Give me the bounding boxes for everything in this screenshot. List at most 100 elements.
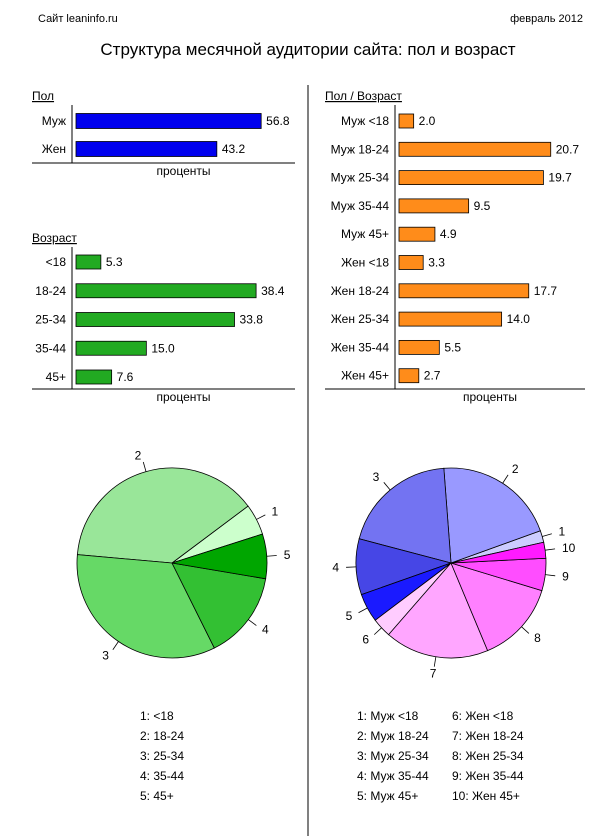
bar-sexage <box>398 141 552 157</box>
category-label-sexage: Муж 18-24 <box>331 142 390 156</box>
pie-leader-pie_age <box>256 514 266 520</box>
date-label: февраль 2012 <box>510 13 583 25</box>
bar-sexage <box>398 170 544 186</box>
pie-slice-label-pie_sexage: 1 <box>559 525 566 539</box>
category-label-sexage: Жен <18 <box>341 256 389 270</box>
site-label: Сайт leaninfo.ru <box>38 13 118 25</box>
value-label-age: 7.6 <box>117 370 134 384</box>
x-axis-label-sexage: проценты <box>463 390 517 404</box>
pie-leader-pie_age <box>112 641 119 650</box>
pie-slice-label-pie_sexage: 2 <box>512 462 519 476</box>
category-label-sexage: Жен 45+ <box>341 369 389 383</box>
legend-entry-pie_sexage: 8: Жен 25-34 <box>452 749 524 763</box>
value-label-sexage: 2.7 <box>424 369 441 383</box>
bar-sexage <box>398 339 440 355</box>
pie-slice-pie_age <box>76 554 215 659</box>
bar-age <box>75 312 235 327</box>
bar-age <box>75 254 102 270</box>
pie-slice-label-pie_sexage: 9 <box>562 570 569 584</box>
x-axis-label-sex: проценты <box>156 164 210 178</box>
value-label-sexage: 17.7 <box>534 284 558 298</box>
value-label-sex: 43.2 <box>222 142 246 156</box>
bar-chart-sexage: Пол / Возраст проценты Муж <18 2.0 Муж 18-24… <box>325 89 585 404</box>
legend-entry-pie_sexage: 9: Жен 35-44 <box>452 769 524 783</box>
bar-age <box>75 340 147 356</box>
legend-entry-pie_sexage: 4: Муж 35-44 <box>357 769 429 783</box>
legend-entry-pie_sexage: 2: Муж 18-24 <box>357 729 429 743</box>
pie-slice-label-pie_age: 5 <box>284 548 291 562</box>
pie-leader-pie_age <box>142 461 147 472</box>
category-label-sexage: Жен 25-34 <box>331 312 390 326</box>
value-label-sexage: 14.0 <box>507 312 531 326</box>
value-label-age: 38.4 <box>261 284 285 298</box>
category-label-age: 25-34 <box>35 313 66 327</box>
category-label-sexage: Жен 18-24 <box>331 284 390 298</box>
category-label-age: <18 <box>46 255 67 269</box>
category-label-sexage: Муж 35-44 <box>331 199 390 213</box>
pie-leader-pie_age <box>266 555 277 557</box>
bar-sexage <box>398 283 530 299</box>
pie-leader-pie_sexage <box>502 474 509 484</box>
bar-age <box>75 369 113 385</box>
bar-sexage <box>398 311 503 327</box>
pie-slice-pie_sexage <box>450 541 547 564</box>
pie-slice-label-pie_sexage: 8 <box>534 631 541 645</box>
legend-entry-pie_sexage: 1: Муж <18 <box>357 709 419 723</box>
pie-leader-pie_sexage <box>542 533 552 537</box>
legend-entry-pie_age: 3: 25-34 <box>140 749 184 763</box>
pie-leader-pie_sexage <box>545 548 556 551</box>
bar-sexage <box>398 198 470 214</box>
category-label-sexage: Жен 35-44 <box>331 340 390 354</box>
pie-slice-label-pie_sexage: 10 <box>562 541 576 555</box>
legend-entry-pie_age: 4: 35-44 <box>140 769 184 783</box>
pie-slice-label-pie_age: 3 <box>102 649 109 663</box>
value-label-sexage: 4.9 <box>440 227 457 241</box>
value-label-sex: 56.8 <box>266 114 290 128</box>
pie-slice-label-pie_sexage: 5 <box>346 609 353 623</box>
category-label-age: 35-44 <box>35 341 66 355</box>
legend-entry-pie_age: 5: 45+ <box>140 789 174 803</box>
category-label-age: 45+ <box>46 370 66 384</box>
value-label-sexage: 9.5 <box>474 199 491 213</box>
bar-sex <box>75 113 262 129</box>
bar-age <box>75 283 257 299</box>
pie-slice-label-pie_age: 1 <box>272 505 279 519</box>
pie-chart-pie_age: 1 2 3 4 5 1: <18 2: 18-24 3: 25-34 4: 35-44 5: 45… <box>76 448 291 803</box>
pie-slice-pie_age <box>76 467 249 564</box>
category-label-age: 18-24 <box>35 284 66 298</box>
bar-chart-age: Возраст проценты <18 5.3 18-24 38.4 25-34 33.8 3… <box>32 231 295 404</box>
pie-leader-pie_sexage <box>383 482 391 491</box>
panel-title-age: Возраст <box>32 231 77 245</box>
legend-entry-pie_age: 2: 18-24 <box>140 729 184 743</box>
pie-slice-label-pie_sexage: 3 <box>373 470 380 484</box>
pie-leader-pie_sexage <box>373 627 382 635</box>
category-label-sexage: Муж <18 <box>341 114 389 128</box>
panel-title-sexage: Пол / Возраст <box>325 89 402 103</box>
page-title: Структура месячной аудитории сайта: пол … <box>100 40 515 59</box>
category-label-sexage: Муж 25-34 <box>331 171 390 185</box>
bar-sexage <box>398 226 436 242</box>
bar-chart-sex: Пол проценты Муж 56.8 Жен 43.2 <box>32 89 295 178</box>
pie-slice-pie_sexage <box>358 467 452 564</box>
panel-title-sex: Пол <box>32 89 54 103</box>
category-label-sex: Муж <box>42 114 66 128</box>
legend-entry-pie_sexage: 6: Жен <18 <box>452 709 514 723</box>
value-label-sexage: 5.5 <box>444 340 461 354</box>
legend-entry-pie_sexage: 7: Жен 18-24 <box>452 729 524 743</box>
bar-sexage <box>398 368 420 384</box>
category-label-sexage: Муж 45+ <box>341 227 389 241</box>
pie-leader-pie_sexage <box>545 574 556 577</box>
legend-entry-pie_sexage: 3: Муж 25-34 <box>357 749 429 763</box>
legend-entry-pie_sexage: 10: Жен 45+ <box>452 789 520 803</box>
value-label-sexage: 3.3 <box>428 256 445 270</box>
pie-leader-pie_sexage <box>358 607 368 614</box>
legend-entry-pie_sexage: 5: Муж 45+ <box>357 789 418 803</box>
pie-chart-pie_sexage: 1 2 3 4 56 7 8 9 10 1: Муж <18 2: Муж 18-24 3: Муж … <box>332 462 575 803</box>
value-label-age: 33.8 <box>240 313 264 327</box>
value-label-sexage: 19.7 <box>548 171 572 185</box>
pie-leader-pie_sexage <box>433 656 437 667</box>
pie-leader-pie_sexage <box>521 626 530 634</box>
bar-sex <box>75 141 218 157</box>
pie-slice-label-pie_age: 4 <box>262 623 269 637</box>
